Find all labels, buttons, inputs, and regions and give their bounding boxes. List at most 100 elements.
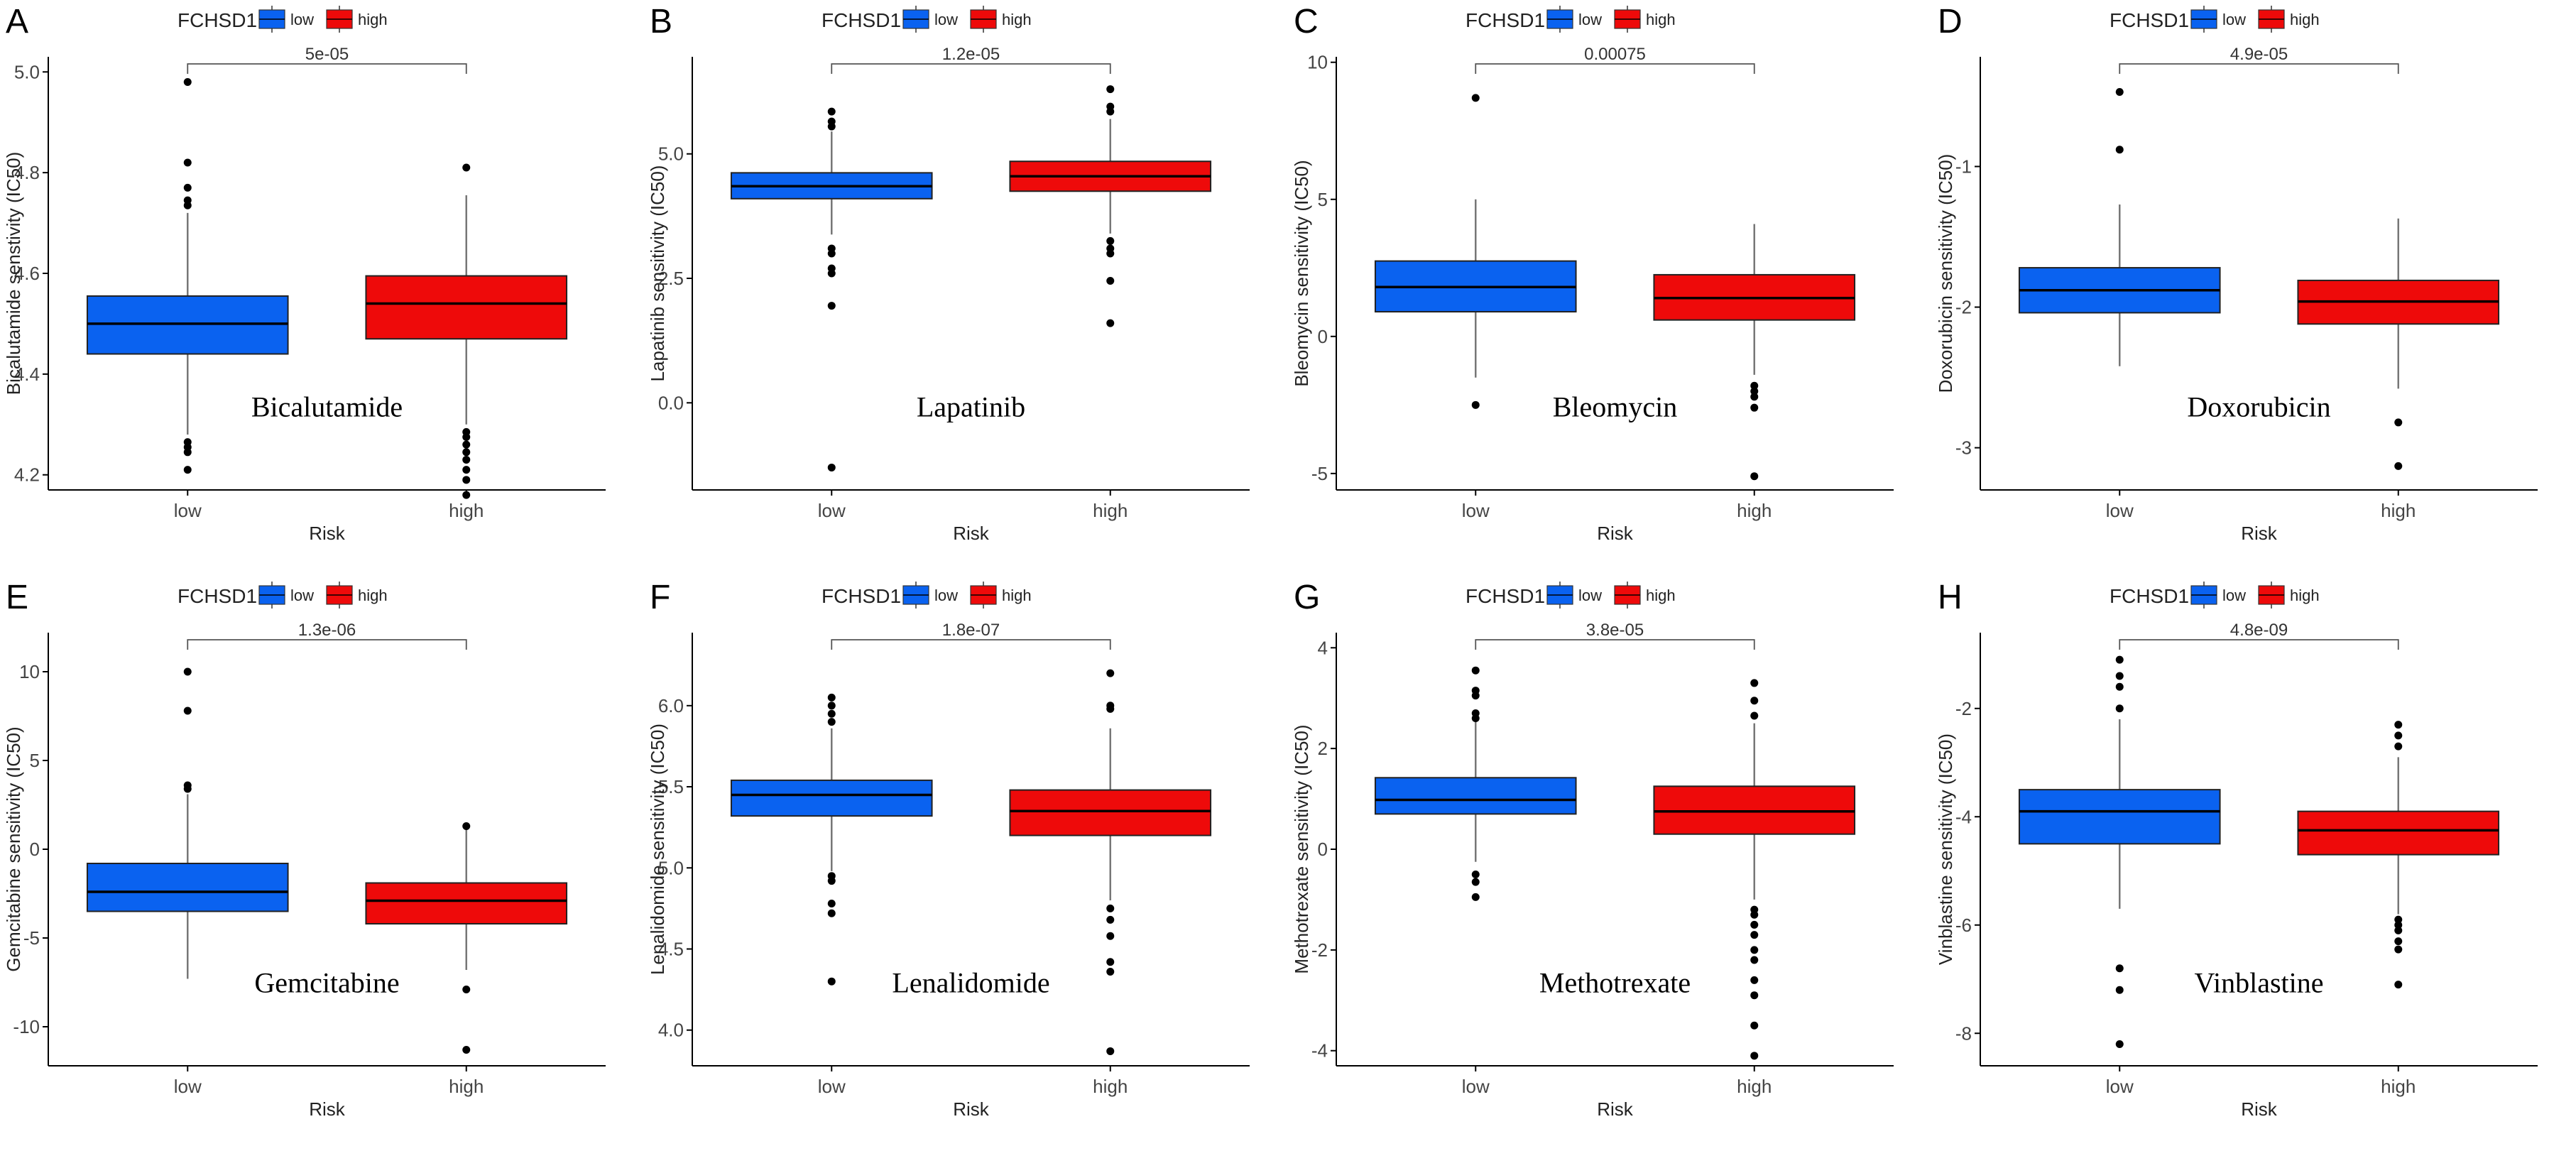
outlier-point-low: [827, 122, 836, 131]
outlier-point-high: [1750, 711, 1759, 720]
significance-bracket: [187, 63, 467, 74]
outlier-point-high: [1750, 920, 1759, 929]
x-tick-label-low: low: [174, 500, 202, 521]
x-tick-label-high: high: [1093, 500, 1128, 521]
outlier-point-high: [2394, 742, 2403, 751]
y-axis-title: Doxorubicin sensitivity (IC50): [1935, 154, 1956, 393]
outlier-point-high: [2394, 981, 2403, 989]
outlier-point-high: [462, 440, 471, 449]
outlier-point-high: [1106, 704, 1115, 713]
y-tick-label: 6.0: [658, 695, 684, 716]
outlier-point-low: [183, 466, 192, 474]
legend-label-low: low: [934, 11, 958, 28]
p-value: 1.2e-05: [942, 45, 1000, 64]
panel-g: G FCHSD1 low high -4 -2 0 2 4 Methotrexate sensit…: [1291, 579, 1894, 1120]
y-axis-title: Lenalidomide sensitivity (IC50): [647, 724, 668, 975]
outlier-point-low: [183, 785, 192, 793]
y-tick-label: 5.0: [658, 857, 684, 878]
legend-label-high: high: [1002, 587, 1032, 604]
box-low: [86, 295, 289, 355]
y-tick-label: -5: [23, 927, 40, 949]
outlier-point-high: [462, 466, 471, 474]
legend-label-high: high: [358, 11, 388, 28]
legend-label-low: low: [290, 587, 314, 604]
x-tick-label-low: low: [2106, 1076, 2134, 1097]
x-axis-title: Risk: [309, 523, 346, 544]
outlier-point-high: [1750, 976, 1759, 984]
box-high: [1653, 785, 1856, 835]
x-tick-label-high: high: [1737, 1076, 1772, 1097]
outlier-point-low: [1471, 893, 1480, 901]
x-tick-label-high: high: [1737, 500, 1772, 521]
outlier-point-low: [183, 201, 192, 209]
drug-name: Bleomycin: [1553, 391, 1678, 422]
significance-bracket: [1475, 639, 1755, 650]
legend-label-low: low: [2222, 11, 2246, 28]
x-tick-label-low: low: [818, 500, 846, 521]
outlier-point-high: [1750, 956, 1759, 964]
significance-bracket: [831, 63, 1111, 74]
y-tick-label: -4: [1311, 1040, 1328, 1062]
outlier-point-high: [1750, 403, 1759, 412]
outlier-point-high: [1750, 1052, 1759, 1060]
y-tick-label: 5.5: [658, 776, 684, 797]
significance-bracket: [831, 639, 1111, 650]
outlier-point-low: [2115, 655, 2124, 664]
box-low: [730, 779, 933, 817]
outlier-point-high: [462, 1046, 471, 1054]
legend-label-high: high: [1646, 11, 1676, 28]
outlier-point-high: [1750, 679, 1759, 687]
panel-letter: F: [650, 579, 670, 616]
outlier-point-low: [2115, 986, 2124, 994]
outlier-point-high: [462, 163, 471, 172]
y-axis-title: Bicalutamide senstivity (IC50): [3, 152, 24, 395]
box-low: [86, 863, 289, 912]
outlier-point-low: [2115, 1040, 2124, 1048]
legend-title: FCHSD1: [1466, 9, 1545, 31]
panel-e: E FCHSD1 low high -10 -5 0 5 10 Gemcitabine sensi…: [3, 579, 606, 1120]
x-tick-label-low: low: [1462, 1076, 1490, 1097]
outlier-point-low: [827, 877, 836, 885]
outlier-point-low: [183, 448, 192, 457]
legend-label-high: high: [358, 587, 388, 604]
x-tick-label-high: high: [1093, 1076, 1128, 1097]
outlier-point-low: [2115, 88, 2124, 97]
outlier-point-high: [462, 986, 471, 993]
legend-title: FCHSD1: [178, 585, 257, 607]
panel-f: F FCHSD1 low high 4.0 4.5 5.0 5.5 6.0 Lenalidomid…: [647, 579, 1250, 1120]
legend-title: FCHSD1: [822, 585, 901, 607]
outlier-point-high: [1106, 319, 1115, 327]
outlier-point-high: [1106, 958, 1115, 966]
outlier-point-low: [1471, 878, 1480, 886]
y-tick-label: -5: [1311, 463, 1328, 484]
drug-name: Gemcitabine: [254, 966, 399, 998]
outlier-point-high: [1750, 1021, 1759, 1030]
y-tick-label: 5: [1318, 189, 1328, 210]
y-axis-title: Methotrexate sensitivity (IC50): [1291, 724, 1312, 973]
outlier-point-low: [827, 249, 836, 258]
outlier-point-low: [827, 909, 836, 917]
legend-title: FCHSD1: [822, 9, 901, 31]
outlier-point-low: [827, 693, 836, 702]
outlier-point-high: [1750, 381, 1759, 390]
legend-title: FCHSD1: [178, 9, 257, 31]
box-low: [1374, 777, 1577, 815]
outlier-point-low: [1471, 666, 1480, 675]
legend-title: FCHSD1: [1466, 585, 1545, 607]
drug-name: Bicalutamide: [251, 391, 403, 422]
outlier-point-high: [2394, 926, 2403, 934]
outlier-point-low: [1471, 714, 1480, 723]
legend-label-high: high: [1002, 11, 1032, 28]
box-high: [365, 275, 568, 340]
outlier-point-high: [1106, 915, 1115, 924]
y-tick-label: -3: [1955, 437, 1972, 459]
outlier-point-low: [1471, 692, 1480, 700]
p-value: 0.00075: [1584, 45, 1646, 64]
y-axis-title: Vinblastine sensitivity (IC50): [1935, 733, 1956, 965]
outlier-point-high: [1106, 249, 1115, 258]
outlier-point-high: [2394, 945, 2403, 954]
y-tick-label: 5.0: [658, 143, 684, 165]
outlier-point-high: [1106, 967, 1115, 976]
y-axis-title: Gemcitabine sensitivity (IC50): [3, 726, 24, 971]
